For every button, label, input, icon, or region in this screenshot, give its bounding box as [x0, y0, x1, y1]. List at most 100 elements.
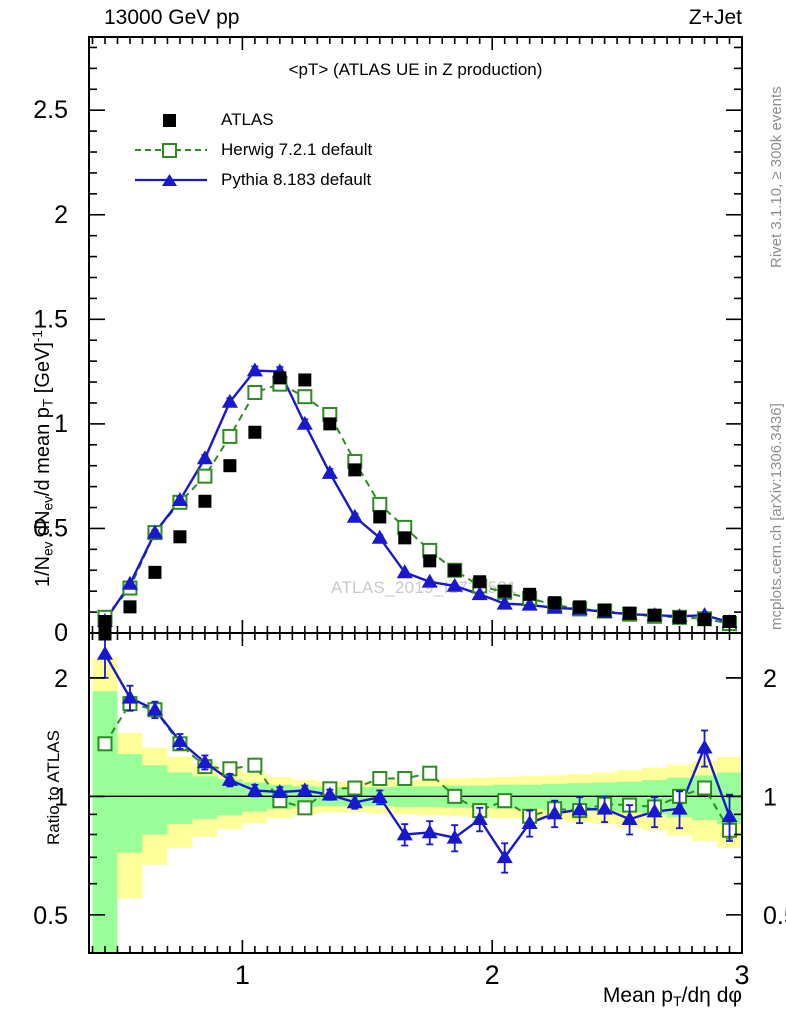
marker-triangle-filled [521, 815, 538, 829]
marker-triangle-filled [146, 701, 164, 716]
marker-triangle-filled [196, 450, 213, 465]
marker-square-filled [98, 614, 112, 628]
marker-square-filled [198, 494, 212, 508]
marker-square-filled [598, 603, 612, 617]
marker-triangle-filled [496, 849, 513, 864]
ratio-y-tick-label-left: 2 [54, 665, 68, 693]
marker-triangle-filled [496, 595, 513, 610]
marker-square-filled [448, 563, 462, 577]
marker-triangle-filled [471, 811, 488, 826]
marker-square-filled [323, 417, 337, 431]
marker-square-filled [423, 554, 437, 568]
marker-square-open [497, 793, 513, 809]
marker-triangle-filled [621, 811, 638, 826]
marker-triangle-filled [346, 794, 363, 809]
marker-square-filled [723, 614, 737, 628]
marker-triangle-filled [446, 829, 463, 844]
marker-square-filled [173, 530, 187, 544]
marker-triangle-filled [421, 573, 438, 588]
marker-square-filled [623, 606, 637, 620]
legend-label-herwig: Herwig 7.2.1 default [221, 140, 373, 159]
ratio-panel-frame [88, 632, 743, 954]
marker-square-filled [398, 531, 412, 545]
legend: ATLAS Herwig 7.2.1 default Pythia 8.183 … [135, 105, 372, 195]
marker-square-filled [348, 463, 362, 477]
legend-key-herwig [135, 141, 207, 159]
ratio-y-tick-label-left: 0.5 [33, 902, 68, 930]
marker-square-open [247, 757, 263, 773]
marker-triangle-filled [246, 362, 263, 377]
marker-triangle-filled [296, 782, 313, 797]
marker-square-filled [698, 612, 712, 626]
x-tick-label: 3 [734, 960, 749, 990]
marker-triangle-filled [596, 800, 613, 815]
marker-square-filled [573, 600, 587, 614]
marker-square-open [447, 788, 463, 804]
marker-triangle-filled [246, 782, 263, 797]
ratio-line-herwig [104, 702, 731, 831]
marker-square-open [247, 385, 263, 401]
x-tick-label: 1 [235, 960, 250, 990]
y-tick-label: 0 [54, 619, 68, 647]
marker-triangle-filled [321, 786, 338, 801]
ratio-y-tick-label-right: 0.5 [763, 902, 786, 930]
marker-square-open [697, 780, 713, 796]
marker-triangle-filled [396, 564, 413, 579]
marker-triangle-filled [96, 645, 114, 660]
y-tick-label: 1 [54, 410, 68, 438]
legend-key-pythia [135, 171, 207, 189]
marker-triangle-filled [371, 529, 388, 544]
legend-item-atlas: ATLAS [135, 105, 372, 135]
marker-triangle-filled [521, 596, 538, 611]
header-process: Z+Jet [688, 6, 742, 29]
marker-square-filled [298, 373, 312, 387]
band-inner [142, 765, 168, 835]
marker-square-open [372, 496, 388, 512]
marker-square-filled [673, 610, 687, 624]
marker-triangle-filled [546, 805, 563, 820]
x-tick-label: 2 [485, 960, 500, 990]
marker-triangle-filled [296, 415, 313, 430]
marker-triangle-filled [221, 771, 238, 786]
legend-key-atlas [135, 111, 207, 129]
marker-triangle-filled [671, 800, 688, 815]
legend-item-pythia: Pythia 8.183 default [135, 165, 372, 195]
y-tick-label: 1.5 [33, 305, 68, 333]
y-tick-label: 2.5 [33, 96, 68, 124]
y-tick-label: 0.5 [33, 514, 68, 542]
marker-square-filled [523, 587, 537, 601]
marker-triangle-filled [171, 492, 188, 507]
marker-square-filled [473, 575, 487, 589]
marker-triangle-filled [446, 577, 463, 592]
legend-label-atlas: ATLAS [221, 110, 274, 129]
marker-triangle-filled [121, 689, 139, 704]
main-panel-frame [88, 36, 743, 634]
marker-triangle-filled [221, 393, 238, 408]
marker-square-open [222, 428, 238, 444]
marker-triangle-filled [146, 524, 164, 539]
marker-square-open [97, 736, 113, 752]
marker-square-open [422, 765, 438, 781]
marker-square-filled [148, 565, 162, 579]
legend-item-herwig: Herwig 7.2.1 default [135, 135, 372, 165]
marker-square-open [397, 771, 413, 787]
marker-triangle-filled [171, 733, 188, 748]
marker-square-filled [373, 510, 387, 524]
marker-triangle-filled [421, 824, 438, 839]
ratio-y-tick-label-right: 1 [763, 783, 777, 811]
y-tick-label: 2 [54, 201, 68, 229]
band-inner [167, 772, 193, 825]
marker-square-filled [273, 371, 287, 385]
band-inner [117, 754, 143, 853]
marker-triangle-filled [646, 803, 663, 818]
marker-square-open [197, 468, 213, 484]
marker-triangle-filled [121, 575, 139, 590]
marker-triangle-filled [321, 464, 338, 479]
marker-triangle-filled [571, 801, 588, 816]
page-title: <pT> (ATLAS UE in Z production) [288, 60, 543, 79]
ratio-y-tick-label-right: 2 [763, 665, 777, 693]
marker-triangle-filled [271, 784, 288, 798]
marker-square-filled [123, 600, 137, 614]
